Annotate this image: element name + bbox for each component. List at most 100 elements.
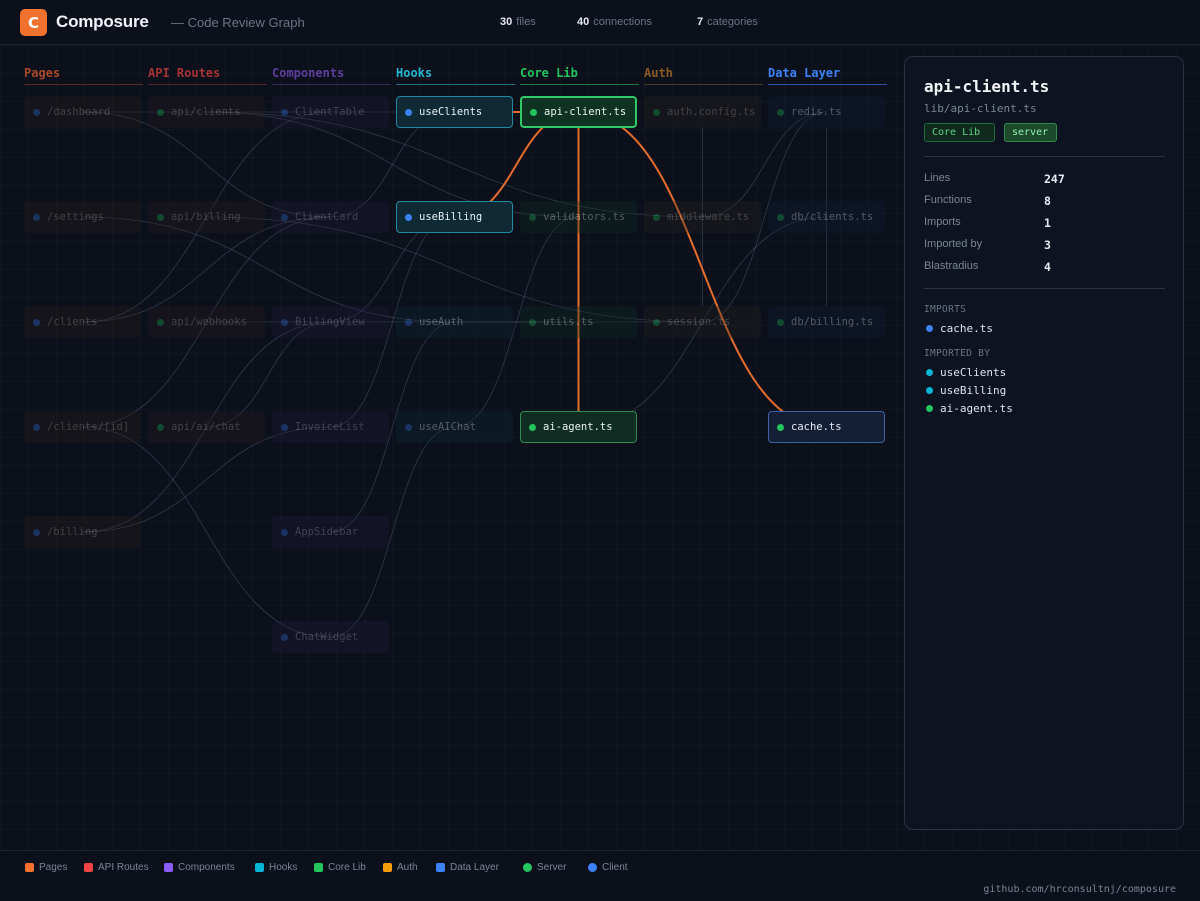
graph-node-chatwidget[interactable]: ChatWidget: [272, 621, 389, 653]
hooks-swatch-icon: [255, 863, 264, 872]
graph-node-usebilling[interactable]: useBilling: [396, 201, 513, 233]
footer-legend: Pages API Routes Components Hooks Core L…: [0, 850, 1200, 901]
graph-node-redis-ts[interactable]: redis.ts: [768, 96, 885, 128]
panel-file-title: api-client.ts: [924, 77, 1050, 96]
dependency-edge: [82, 216, 455, 323]
repo-link[interactable]: github.com/hrconsultnj/composure: [983, 884, 1176, 895]
stat-connections: 40 connections: [577, 16, 652, 28]
graph-node-clienttable[interactable]: ClientTable: [272, 96, 389, 128]
server-dot-icon: [653, 318, 660, 326]
graph-node-clients[interactable]: /clients: [24, 306, 141, 338]
dependency-edge: [82, 426, 331, 638]
data-layer-swatch-icon: [436, 863, 445, 872]
dependency-edge: [82, 111, 331, 218]
client-dot-icon: [33, 318, 40, 326]
hook-dot-icon: [926, 369, 933, 376]
imported-by-heading: IMPORTED BY: [924, 348, 991, 359]
graph-node-api-client-ts[interactable]: api-client.ts: [520, 96, 637, 128]
dependency-edge: [454, 216, 579, 428]
metric-blastradius-value: 4: [1044, 260, 1051, 274]
dependency-graph[interactable]: Pages/dashboard/settings/clients/clients…: [0, 45, 900, 850]
dependency-edge: [330, 321, 455, 533]
imported-by-item-ai-agent[interactable]: ai-agent.ts: [926, 402, 1013, 415]
metric-lines-label: Lines: [924, 172, 951, 184]
server-dot-icon: [777, 213, 784, 221]
imported-by-item-useclients[interactable]: useClients: [926, 366, 1006, 379]
client-dot-icon: [405, 213, 412, 221]
divider: [924, 288, 1165, 289]
graph-node-useaichat[interactable]: useAIChat: [396, 411, 513, 443]
legend-api-routes: API Routes: [84, 862, 149, 873]
dependency-edge: [702, 111, 827, 218]
imported-by-item-usebilling[interactable]: useBilling: [926, 384, 1006, 397]
graph-node-db-billing-ts[interactable]: db/billing.ts: [768, 306, 885, 338]
imports-heading: IMPORTS: [924, 304, 967, 315]
graph-node-ai-agent-ts[interactable]: ai-agent.ts: [520, 411, 637, 443]
legend-server: Server: [523, 862, 566, 873]
page-subtitle: — Code Review Graph: [171, 15, 305, 30]
client-dot-icon: [588, 863, 597, 872]
server-dot-icon: [157, 108, 164, 116]
client-dot-icon: [926, 325, 933, 332]
graph-node-api-billing[interactable]: api/billing: [148, 201, 265, 233]
auth-swatch-icon: [383, 863, 392, 872]
graph-node-billing[interactable]: /billing: [24, 516, 141, 548]
column-header-data: Data Layer: [768, 66, 887, 85]
import-item-cache[interactable]: cache.ts: [926, 322, 993, 335]
column-header-api: API Routes: [148, 66, 267, 85]
pages-swatch-icon: [25, 863, 34, 872]
graph-node-session-ts[interactable]: session.ts: [644, 306, 761, 338]
graph-node-useauth[interactable]: useAuth: [396, 306, 513, 338]
graph-node-clientcard[interactable]: ClientCard: [272, 201, 389, 233]
category-badge: Core Lib: [924, 123, 995, 142]
graph-node-invoicelist[interactable]: InvoiceList: [272, 411, 389, 443]
server-dot-icon: [777, 108, 784, 116]
server-dot-icon: [530, 108, 537, 116]
graph-node-cache-ts[interactable]: cache.ts: [768, 411, 885, 443]
client-dot-icon: [33, 423, 40, 431]
graph-node-utils-ts[interactable]: utils.ts: [520, 306, 637, 338]
graph-node-auth-config-ts[interactable]: auth.config.ts: [644, 96, 761, 128]
server-dot-icon: [529, 423, 536, 431]
dependency-edge: [82, 216, 331, 323]
server-dot-icon: [529, 318, 536, 326]
column-header-auth: Auth: [644, 66, 763, 85]
graph-node-middleware-ts[interactable]: middleware.ts: [644, 201, 761, 233]
server-dot-icon: [777, 423, 784, 431]
graph-node-appsidebar[interactable]: AppSidebar: [272, 516, 389, 548]
metric-imports-value: 1: [1044, 216, 1051, 230]
app-logo[interactable]: C: [20, 9, 47, 36]
env-badge: server: [1004, 123, 1057, 142]
graph-node-clients-id[interactable]: /clients/[id]: [24, 411, 141, 443]
client-dot-icon: [405, 318, 412, 326]
graph-node-db-clients-ts[interactable]: db/clients.ts: [768, 201, 885, 233]
legend-data-layer: Data Layer: [436, 862, 499, 873]
legend-components: Components: [164, 862, 235, 873]
graph-node-dashboard[interactable]: /dashboard: [24, 96, 141, 128]
hook-dot-icon: [926, 387, 933, 394]
client-dot-icon: [405, 423, 412, 431]
panel-file-path: lib/api-client.ts: [924, 102, 1037, 115]
graph-node-billingview[interactable]: BillingView: [272, 306, 389, 338]
server-dot-icon: [653, 213, 660, 221]
graph-node-validators-ts[interactable]: validators.ts: [520, 201, 637, 233]
metric-lines-value: 247: [1044, 172, 1065, 186]
dependency-edge: [82, 216, 331, 428]
legend-hooks: Hooks: [255, 862, 297, 873]
graph-node-api-webhooks[interactable]: api/webhooks: [148, 306, 265, 338]
graph-node-settings[interactable]: /settings: [24, 201, 141, 233]
api-routes-swatch-icon: [84, 863, 93, 872]
graph-node-useclients[interactable]: useClients: [396, 96, 513, 128]
column-header-hooks: Hooks: [396, 66, 515, 85]
legend-client: Client: [588, 862, 628, 873]
dependency-edge: [82, 321, 331, 533]
graph-node-api-clients[interactable]: api/clients: [148, 96, 265, 128]
metric-functions-label: Functions: [924, 194, 972, 206]
divider: [924, 156, 1165, 157]
dependency-edge: [82, 111, 331, 323]
client-dot-icon: [281, 108, 288, 116]
metric-blastradius-label: Blastradius: [924, 260, 979, 272]
column-header-components: Components: [272, 66, 391, 85]
header: C Composure — Code Review Graph 30 files …: [0, 0, 1200, 45]
graph-node-api-ai-chat[interactable]: api/ai/chat: [148, 411, 265, 443]
